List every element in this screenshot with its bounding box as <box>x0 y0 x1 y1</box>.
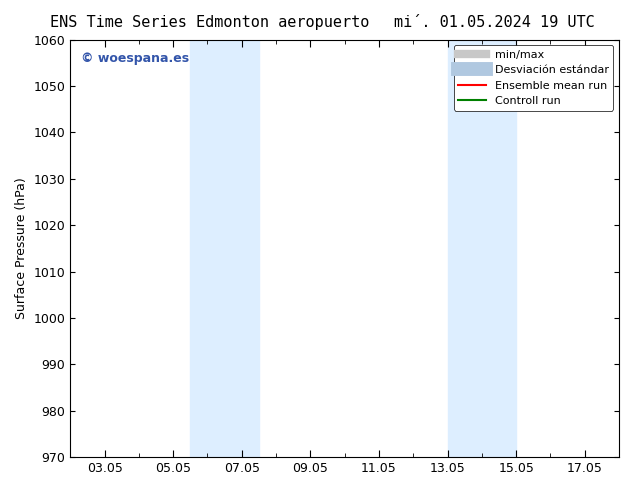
Text: © woespana.es: © woespana.es <box>81 52 190 65</box>
Bar <box>448 40 516 457</box>
Text: ENS Time Series Edmonton aeropuerto: ENS Time Series Edmonton aeropuerto <box>49 15 369 30</box>
Y-axis label: Surface Pressure (hPa): Surface Pressure (hPa) <box>15 177 28 319</box>
Legend: min/max, Desviación estándar, Ensemble mean run, Controll run: min/max, Desviación estándar, Ensemble m… <box>454 45 614 111</box>
Text: mi´. 01.05.2024 19 UTC: mi´. 01.05.2024 19 UTC <box>394 15 595 30</box>
Bar <box>190 40 259 457</box>
